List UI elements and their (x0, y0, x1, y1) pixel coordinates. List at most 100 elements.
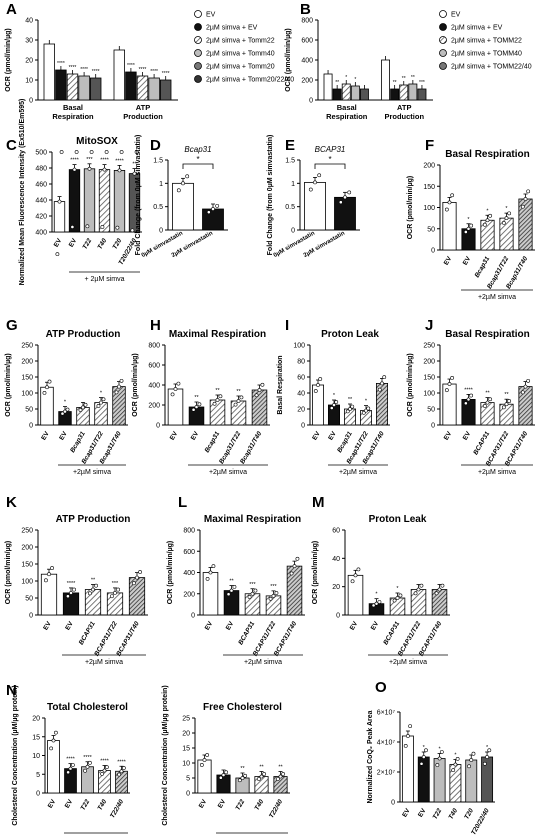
data-point (53, 730, 58, 735)
y-tick-label: 50 (427, 407, 435, 414)
chart-title: Bcap31 (184, 145, 211, 154)
data-point (205, 576, 210, 581)
data-point (501, 221, 506, 225)
x-tick-label: EV (370, 620, 381, 632)
chart-title: Basal Respiration (445, 329, 529, 340)
legend-swatch (194, 49, 202, 57)
data-point (181, 181, 185, 186)
data-point (69, 591, 73, 595)
bar (347, 574, 364, 616)
y-tick-label: 150 (423, 184, 435, 191)
significance-label: **** (139, 67, 147, 73)
data-point (49, 746, 54, 751)
data-point (206, 210, 211, 215)
x-tick-label: EV (417, 807, 428, 819)
significance-label: **** (464, 387, 473, 393)
bar (202, 208, 224, 231)
panel-d: D Bcap31 0 0.5 1 1.5 Fold Change (from 0µM sim… (135, 135, 228, 259)
y-tick-label: 250 (21, 528, 33, 535)
data-point (99, 400, 103, 405)
y-tick-label: 100 (423, 205, 435, 212)
data-point (138, 570, 142, 574)
x-tick-label: BCAP31 (472, 430, 491, 456)
data-point (434, 591, 439, 596)
bar (98, 169, 111, 233)
significance-label: **** (83, 755, 92, 761)
treatment-label: +2µM simva (478, 469, 516, 476)
panel-c: C MitoSOX 400 420 440 460 480 500 Normalized Mea… (6, 99, 142, 285)
bar (334, 196, 356, 231)
data-point (135, 575, 139, 580)
chart-title: Proton Leak (369, 514, 427, 525)
x-tick-label: Bcap31 (474, 255, 492, 279)
significance-label: ** (485, 391, 490, 397)
y-tick-label: 480 (35, 166, 47, 173)
bar (341, 83, 351, 101)
data-point (115, 225, 120, 230)
bar (106, 592, 124, 616)
data-point (70, 763, 75, 767)
panel-letter: L (178, 494, 187, 511)
data-point (243, 773, 248, 778)
y-tick-label: 50 (25, 407, 33, 414)
bar (286, 565, 303, 616)
data-point (507, 211, 512, 216)
significance-label: **** (100, 158, 109, 164)
treatment-label: +2µM simva (209, 469, 247, 476)
panel-letter: O (375, 679, 387, 696)
significance-label: ** (411, 75, 415, 81)
significance-label: *** (112, 581, 119, 587)
data-point (119, 378, 124, 383)
panel-letter: K (6, 494, 17, 511)
bar (172, 182, 194, 231)
y-tick-label: 15 (182, 746, 190, 753)
data-point (469, 393, 474, 398)
data-point (226, 592, 231, 597)
data-point (51, 738, 56, 743)
legend-swatch (439, 49, 447, 57)
significance-label: **** (57, 61, 65, 67)
x-tick-label: EV (349, 620, 360, 632)
y-tick-label: 150 (423, 375, 435, 382)
chart-title: Maximal Respiration (204, 514, 301, 525)
x-tick-label: T20 (112, 237, 124, 251)
panel-letter: J (425, 317, 433, 334)
data-point (215, 203, 220, 208)
y-tick-label: 0 (431, 423, 435, 430)
y-axis-label: Fold Change (from 0µM simvastatin) (267, 135, 274, 256)
y-tick-label: 25 (182, 716, 190, 723)
treatment-label: +2µM simva (339, 469, 377, 476)
y-tick-label: 0 (36, 791, 40, 798)
data-point (501, 405, 506, 410)
data-point (444, 388, 449, 393)
data-point (347, 190, 352, 195)
bar (216, 774, 231, 794)
data-point (416, 587, 421, 592)
y-tick-label: 0 (309, 98, 313, 105)
panel-letter: B (300, 1, 311, 18)
y-axis-label: Normalized CoQ₂ Peak Area (367, 710, 374, 803)
significance-label: ** (393, 80, 397, 86)
chart-title: Proton Leak (321, 329, 379, 340)
x-group-label: Basal (337, 103, 357, 112)
x-tick-label: T40 (97, 798, 109, 812)
bar (442, 201, 457, 251)
data-point (504, 216, 509, 221)
y-tick-label: 4×10⁷ (377, 740, 396, 747)
bar (209, 399, 226, 426)
data-point (275, 777, 280, 781)
y-tick-label: 200 (423, 359, 435, 366)
data-point (185, 174, 190, 179)
data-point (356, 567, 361, 572)
data-point (256, 777, 261, 781)
data-point (197, 402, 202, 407)
significance-label: ** (132, 162, 137, 168)
data-point (57, 199, 62, 204)
significance-label: * (396, 586, 399, 592)
x-tick-label: EV (311, 430, 322, 442)
significance-label: * (505, 206, 508, 212)
y-tick-label: 1.5 (285, 158, 295, 165)
data-point (45, 385, 49, 390)
bar (230, 400, 247, 426)
